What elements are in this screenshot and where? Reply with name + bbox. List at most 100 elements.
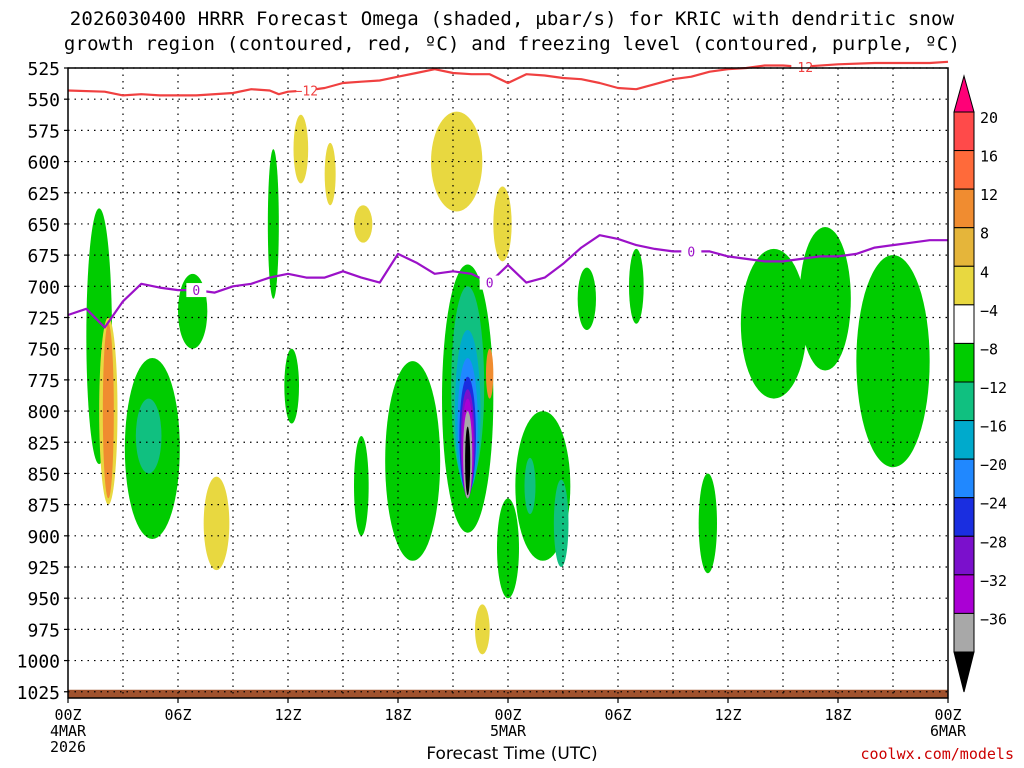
x-tick-label-4: 00Z xyxy=(494,706,521,724)
colorbar-bottom-triangle xyxy=(953,651,975,693)
x-tick-label-1: 06Z xyxy=(164,706,191,724)
omega-region-12 xyxy=(698,473,717,574)
colorbar-label-4: 4 xyxy=(980,263,989,281)
y-tick-label-650: 650 xyxy=(27,215,60,236)
colorbar-label-13: −36 xyxy=(980,610,1007,628)
y-tick-label-850: 850 xyxy=(27,464,60,485)
dgz-contour-label-0: −12 xyxy=(295,84,318,99)
y-tick-label-900: 900 xyxy=(27,527,60,548)
y-tick-label-550: 550 xyxy=(27,90,60,111)
omega-region-19 xyxy=(553,479,569,568)
colorbar-segment-5 xyxy=(953,304,975,344)
colorbar-segment-11 xyxy=(953,535,975,576)
colorbar: 20 16 12 8 4 −4 −8 −12 −16 −20 −24 −28 −32 −36 xyxy=(953,74,1007,693)
omega-region-30 xyxy=(324,142,336,206)
omega-region-18 xyxy=(524,457,536,514)
omega-region-11 xyxy=(629,248,644,324)
freezing-level-contour-label-bg-1 xyxy=(479,275,500,290)
y-tick-label-875: 875 xyxy=(27,496,60,517)
y-tick-label-750: 750 xyxy=(27,340,60,361)
y-tick-label-825: 825 xyxy=(27,433,60,454)
colorbar-label-12: −32 xyxy=(980,572,1007,590)
omega-region-31 xyxy=(431,111,483,212)
plot-area xyxy=(68,68,948,698)
colorbar-segment-13 xyxy=(953,612,975,653)
omega-region-14 xyxy=(799,227,851,371)
x-tick-label-3: 18Z xyxy=(384,706,411,724)
y-tick-label-975: 975 xyxy=(27,620,60,641)
omega-region-36 xyxy=(486,348,494,399)
x-tick-date-4: 5MAR xyxy=(490,722,527,740)
colorbar-label-11: −28 xyxy=(980,533,1007,551)
colorbar-segment-1 xyxy=(953,150,975,190)
freezing-level-contour-label-bg-2 xyxy=(681,244,702,259)
y-tick-label-525: 525 xyxy=(27,59,60,80)
chart-title-line-1: 2026030400 HRRR Forecast Omega (shaded, … xyxy=(69,8,955,30)
colorbar-segment-7 xyxy=(953,381,975,422)
dgz-contour xyxy=(67,60,949,97)
omega-region-10 xyxy=(577,267,596,330)
colorbar-label-7: −12 xyxy=(980,379,1007,397)
y-tick-label-600: 600 xyxy=(27,153,60,174)
x-tick-year-0: 2026 xyxy=(50,738,86,756)
y-tick-label-950: 950 xyxy=(27,589,60,610)
omega-region-4 xyxy=(284,348,299,424)
freezing-level-contour-label-bg-0 xyxy=(186,283,207,298)
x-tick-label-5: 06Z xyxy=(604,706,631,724)
ground-terrain xyxy=(68,689,948,698)
colorbar-label-0: 20 xyxy=(980,109,998,127)
omega-region-3 xyxy=(267,149,279,299)
x-tick-label-0: 00Z xyxy=(54,706,81,724)
colorbar-label-8: −16 xyxy=(980,418,1007,436)
colorbar-segment-10 xyxy=(953,497,975,537)
x-tick-date-8: 6MAR xyxy=(930,722,967,740)
colorbar-top-triangle xyxy=(953,74,975,113)
colorbar-segment-2 xyxy=(953,188,975,229)
colorbar-label-6: −8 xyxy=(980,340,998,358)
freezing-level-contour-label-0: 0 xyxy=(192,284,200,299)
omega-shaded-regions xyxy=(86,111,930,655)
colorbar-segment-3 xyxy=(953,227,975,267)
omega-region-5 xyxy=(354,436,369,536)
plot-axes: 525 550 575 600 625 650 675 700 725 750 775 800 825 8… xyxy=(17,59,967,756)
omega-region-8 xyxy=(497,498,519,599)
omega-region-28 xyxy=(203,476,230,571)
y-tick-label-725: 725 xyxy=(27,309,60,330)
omega-region-34 xyxy=(354,205,373,243)
colorbar-segment-4 xyxy=(953,265,975,306)
y-tick-label-1025: 1025 xyxy=(17,683,60,704)
colorbar-label-10: −24 xyxy=(980,495,1007,513)
colorbar-label-3: 8 xyxy=(980,225,989,243)
omega-region-33 xyxy=(475,604,490,655)
y-tick-label-800: 800 xyxy=(27,402,60,423)
x-tick-date-0: 4MAR xyxy=(50,722,87,740)
y-tick-label-1000: 1000 xyxy=(17,652,60,673)
dgz-contour-label-bg-1 xyxy=(791,59,812,74)
omega-region-6 xyxy=(385,361,441,561)
x-tick-label-6: 12Z xyxy=(714,706,741,724)
omega-region-32 xyxy=(493,186,512,262)
freezing-level-contour xyxy=(67,234,948,329)
omega-region-26 xyxy=(465,426,471,496)
grid-lines xyxy=(68,67,948,698)
colorbar-segment-9 xyxy=(953,458,975,499)
y-tick-label-775: 775 xyxy=(27,371,60,392)
y-tick-label-575: 575 xyxy=(27,121,60,142)
colorbar-segment-8 xyxy=(953,420,975,460)
colorbar-segment-6 xyxy=(953,342,975,383)
source-credit: coolwx.com/models xyxy=(860,745,1014,763)
chart-title-line-2: growth region (contoured, red, ºC) and f… xyxy=(63,33,961,55)
terrain-ground xyxy=(68,689,948,698)
colorbar-label-2: 12 xyxy=(980,186,998,204)
colorbar-label-1: 16 xyxy=(980,148,998,166)
x-tick-label-8: 00Z xyxy=(934,706,961,724)
colorbar-segment-12 xyxy=(953,574,975,614)
dgz-contour-label-bg-0 xyxy=(296,83,317,98)
omega-region-29 xyxy=(293,114,309,184)
y-tick-label-700: 700 xyxy=(27,277,60,298)
y-tick-label-925: 925 xyxy=(27,558,60,579)
plot-background xyxy=(68,68,948,698)
omega-region-13 xyxy=(740,248,807,399)
x-tick-label-2: 12Z xyxy=(274,706,301,724)
